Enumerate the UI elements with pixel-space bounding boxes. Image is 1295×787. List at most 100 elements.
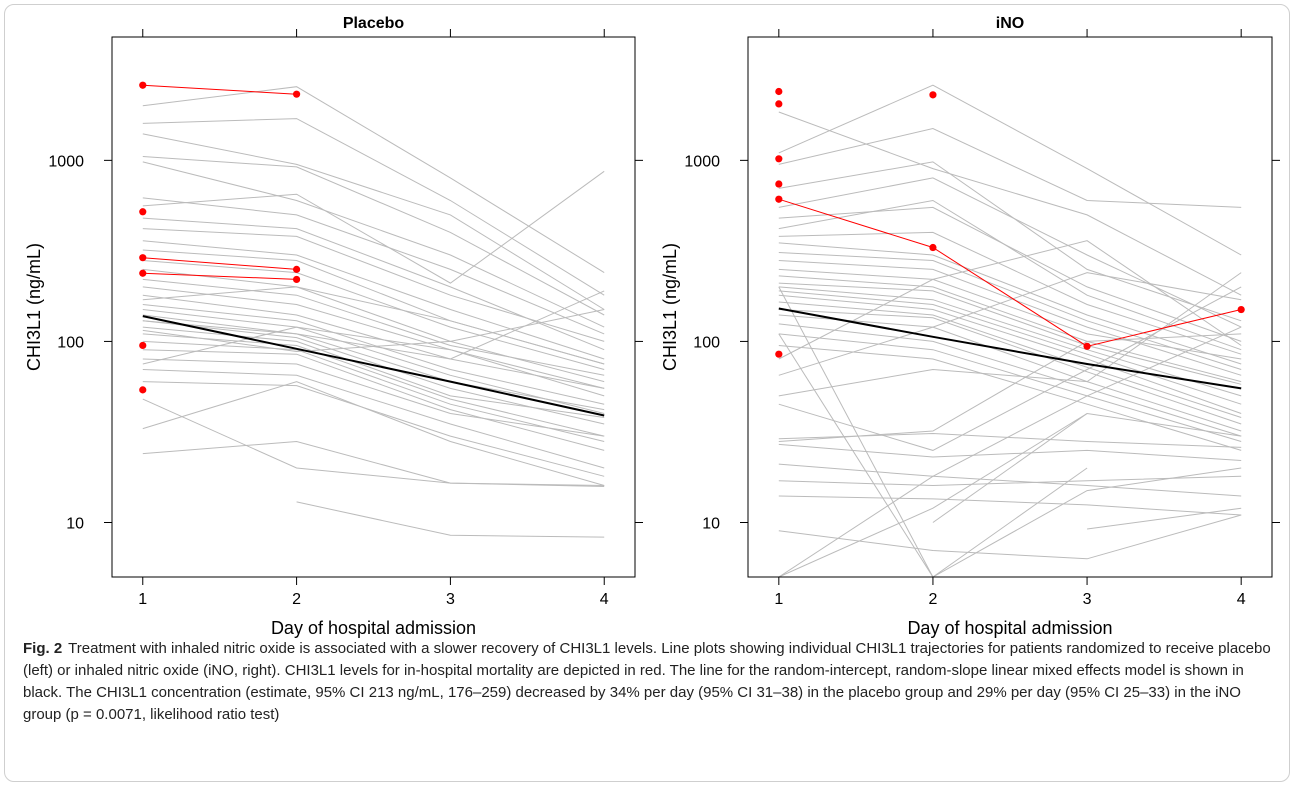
series-line [142, 290, 605, 360]
series-line [142, 228, 605, 342]
series-line [778, 161, 1242, 322]
series-line [1087, 507, 1242, 530]
series-line [778, 326, 1242, 577]
series-line [778, 412, 1242, 577]
series-line [778, 333, 1088, 577]
data-point [1083, 342, 1091, 350]
series-line [932, 413, 1088, 523]
chart-area: 1 2 3 4 10 100 1000 Placebo Day of hospital admi… [24, 15, 1280, 638]
series-line [778, 307, 1242, 390]
series-line [296, 501, 605, 538]
y-tick-label: 1000 [48, 153, 84, 170]
series-line [142, 304, 605, 405]
data-point [775, 195, 783, 203]
series-line [142, 294, 605, 389]
plot-frame [747, 36, 1273, 578]
series-line [778, 242, 1242, 365]
series-line [778, 301, 1242, 418]
series-line [778, 252, 1242, 370]
data-point [292, 275, 301, 284]
series-line [142, 286, 605, 397]
data-point [139, 341, 147, 350]
series-line [142, 314, 605, 411]
y-tick-label: 10 [66, 515, 84, 532]
series-line [142, 309, 605, 414]
series-line [142, 161, 605, 328]
series-line [778, 286, 1242, 397]
x-tick-label: 3 [1083, 591, 1092, 608]
data-point [929, 91, 937, 99]
data-point [929, 243, 937, 252]
series-group [778, 84, 1242, 577]
figure-caption: Fig. 2 Treatment with inhaled nitric oxid… [23, 638, 1275, 726]
caption-text: Treatment with inhaled nitric oxide is a… [23, 640, 1271, 723]
series-line [142, 326, 605, 418]
series-line [778, 84, 1242, 256]
data-point [292, 265, 301, 273]
series-line [778, 495, 1242, 516]
data-point [139, 269, 147, 277]
series-line [142, 358, 605, 437]
series-line [778, 323, 1242, 437]
x-tick-label: 3 [446, 591, 455, 608]
x-axis-label: Day of hospital admission [907, 618, 1112, 638]
data-point [139, 254, 147, 262]
data-point [139, 81, 147, 89]
series-line [778, 240, 1242, 360]
x-tick-label: 2 [928, 591, 937, 608]
series-line [778, 206, 1242, 342]
series-line [778, 514, 1242, 560]
series-line [778, 272, 1242, 397]
series-line [778, 111, 1242, 296]
series-line [778, 333, 1242, 442]
data-point [775, 155, 783, 163]
series-line [142, 349, 605, 451]
caption-label: Fig. 2 [23, 640, 63, 657]
panel-1: 1 2 3 4 10 100 1000 Placebo Day of hospital admi… [24, 15, 643, 638]
series-line [142, 381, 605, 486]
series-line [778, 345, 1242, 451]
x-tick-label: 1 [774, 591, 783, 608]
series-line [142, 86, 605, 274]
series-line [778, 463, 1242, 497]
y-tick-label: 100 [693, 334, 720, 351]
series-line [142, 272, 297, 280]
data-point [139, 208, 147, 216]
series-line [142, 278, 605, 376]
series-line [778, 272, 1242, 376]
series-line [142, 260, 605, 370]
y-tick-label: 10 [702, 515, 720, 532]
series-line [778, 198, 1242, 347]
series-line [778, 475, 1242, 487]
series-line [142, 398, 605, 486]
series-line [142, 333, 605, 437]
series-line [142, 156, 605, 316]
series-line [778, 294, 1242, 414]
x-tick-label: 4 [1237, 591, 1246, 608]
data-point [775, 100, 783, 108]
series-line [142, 268, 605, 383]
series-line [778, 275, 1242, 383]
series-line [778, 199, 1242, 351]
series-line [778, 314, 1242, 432]
series-line [142, 286, 605, 365]
series-line [142, 340, 605, 442]
plot-frame [111, 36, 636, 578]
series-line [142, 381, 605, 477]
data-point [775, 87, 783, 96]
series-line [142, 326, 605, 389]
figure-frame [4, 4, 1290, 782]
y-tick-label: 1000 [684, 153, 720, 170]
series-line [778, 333, 1242, 442]
series-line [142, 257, 297, 270]
x-tick-label: 2 [292, 591, 301, 608]
series-line [142, 133, 605, 310]
data-point [775, 350, 783, 358]
series-line [778, 231, 1242, 355]
series-line [778, 286, 1242, 577]
y-axis-label: CHI3L1 (ng/mL) [660, 243, 680, 371]
data-point [1237, 305, 1245, 314]
series-line [142, 240, 605, 360]
series-line [778, 290, 1242, 405]
series-line [142, 84, 297, 95]
